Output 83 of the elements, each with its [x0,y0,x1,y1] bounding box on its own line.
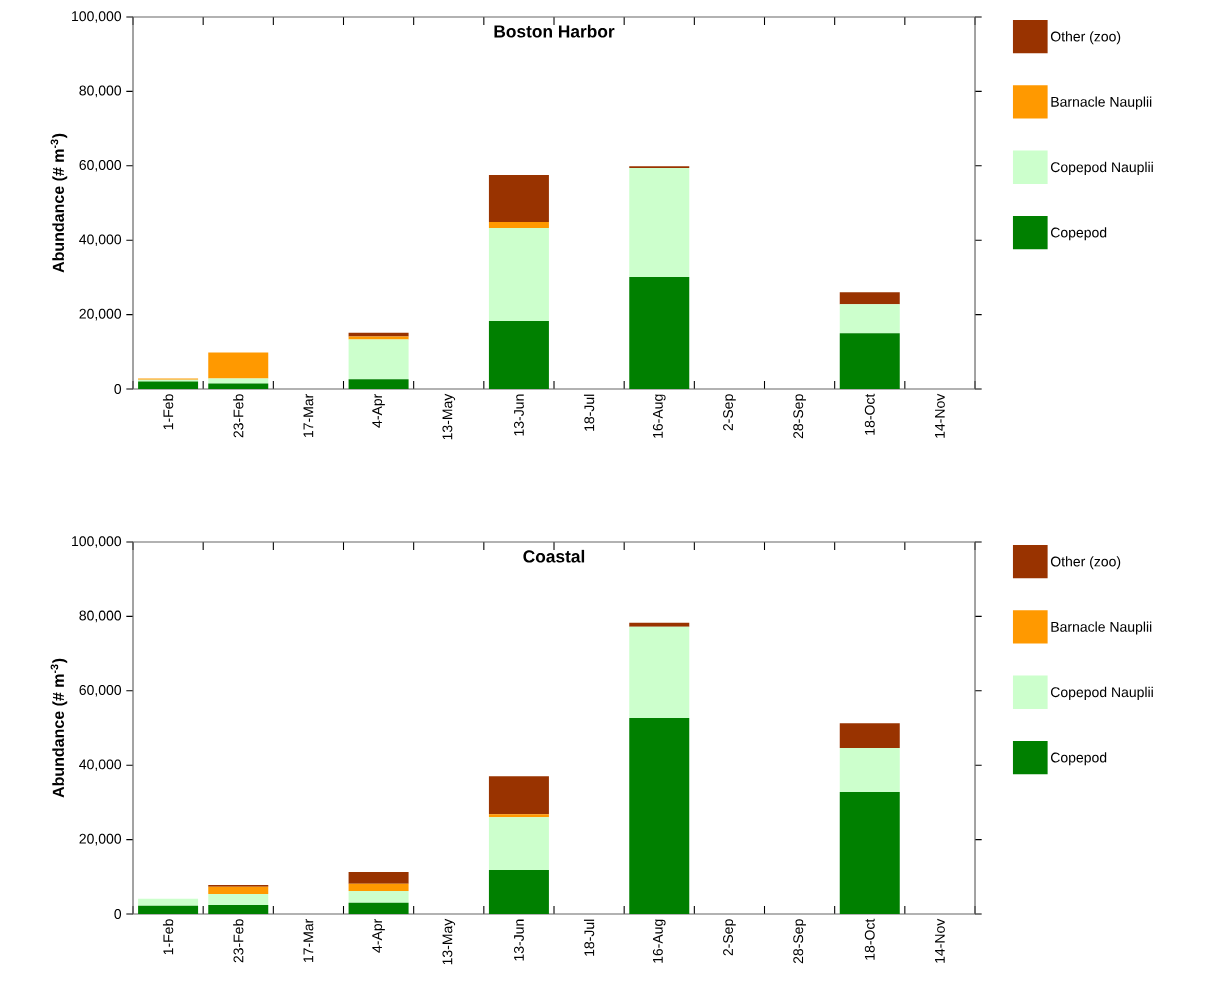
x-tick-label: 13-Jun [513,394,524,436]
x-tick-label: 18-Oct [864,393,875,435]
legend-label: Barnacle Nauplii [1051,96,1152,110]
bar [348,883,409,891]
bar [348,379,409,389]
x-tick-label: 13-May [442,918,456,965]
legend-label: Copepod Nauplii [1051,161,1153,175]
bar [629,626,690,718]
x-tick-label: 23-Feb [233,919,244,963]
bar [839,292,900,305]
x-tick-label: 13-May [442,393,456,440]
bar [138,898,199,906]
x-tick-label: 4-Apr [372,393,385,428]
y-axis-title: Abundance (# m$^{-3}$) [50,658,68,798]
bar [839,333,900,389]
x-tick-label: 2-Sep [723,919,736,956]
bar [839,723,900,749]
bar [488,814,549,818]
bar [488,776,549,815]
bar [208,383,269,389]
x-tick-label: 4-Apr [372,918,385,953]
bar [138,381,199,389]
legend-label: Other (zoo) [1050,31,1121,45]
x-tick-label: 16-Aug [652,919,666,963]
y-tick-label: 80,000 [79,610,122,623]
bar [348,890,409,903]
y-tick-label: 40,000 [79,759,122,771]
y-tick-label: 0 [114,384,122,394]
bar [208,905,269,914]
bar [488,227,549,321]
x-tick-label: 17-Mar [303,393,314,437]
y-tick-label: 60,000 [79,160,122,172]
chart-title: Coastal [523,549,585,563]
x-tick-label: 23-Feb [233,394,244,438]
x-tick-label: 18-Jul [583,394,595,431]
y-tick-label: 40,000 [79,234,122,246]
bar [208,893,269,906]
x-tick-label: 16-Aug [652,394,666,438]
x-tick-label: 1-Feb [162,919,174,955]
legend-label: Copepod [1051,752,1107,766]
x-tick-label: 18-Jul [583,919,595,956]
bar [488,175,549,222]
bar [348,871,409,884]
x-tick-label: 28-Sep [793,394,806,439]
bar [138,905,199,914]
x-tick-label: 14-Nov [935,918,945,963]
y-tick-label: 20,000 [79,308,122,321]
bar [629,168,690,278]
y-axis-title: Abundance (# m$^{-3}$) [50,133,68,273]
x-tick-label: 28-Sep [793,919,806,964]
bar [488,221,549,228]
y-tick-label: 80,000 [79,85,122,98]
bar [488,320,549,389]
legend-label: Barnacle Nauplii [1051,621,1152,635]
bar [839,748,900,792]
x-tick-label: 14-Nov [935,393,945,438]
bar [348,339,409,380]
bar [348,336,409,340]
x-tick-label: 1-Feb [162,394,174,430]
legend-label: Other (zoo) [1050,556,1121,570]
bar [348,332,409,337]
bar [629,277,690,389]
bar [488,817,549,871]
x-tick-label: 2-Sep [723,394,736,431]
y-tick-label: 100,000 [72,536,122,548]
x-tick-label: 17-Mar [303,918,314,962]
y-tick-label: 0 [114,909,122,919]
y-tick-label: 20,000 [79,833,122,846]
legend-label: Copepod Nauplii [1051,686,1153,700]
x-tick-label: 13-Jun [513,919,524,961]
bar [348,902,409,914]
bar [839,791,900,914]
x-tick-label: 18-Oct [864,918,875,960]
bar [629,717,690,914]
bar [629,622,690,627]
y-tick-label: 60,000 [79,685,122,697]
legend-label: Copepod [1051,227,1107,241]
y-tick-label: 100,000 [72,11,122,23]
bar [488,870,549,914]
bar [208,352,269,379]
chart-title: Boston Harbor [494,24,615,38]
bar [839,304,900,334]
bar [208,886,269,894]
